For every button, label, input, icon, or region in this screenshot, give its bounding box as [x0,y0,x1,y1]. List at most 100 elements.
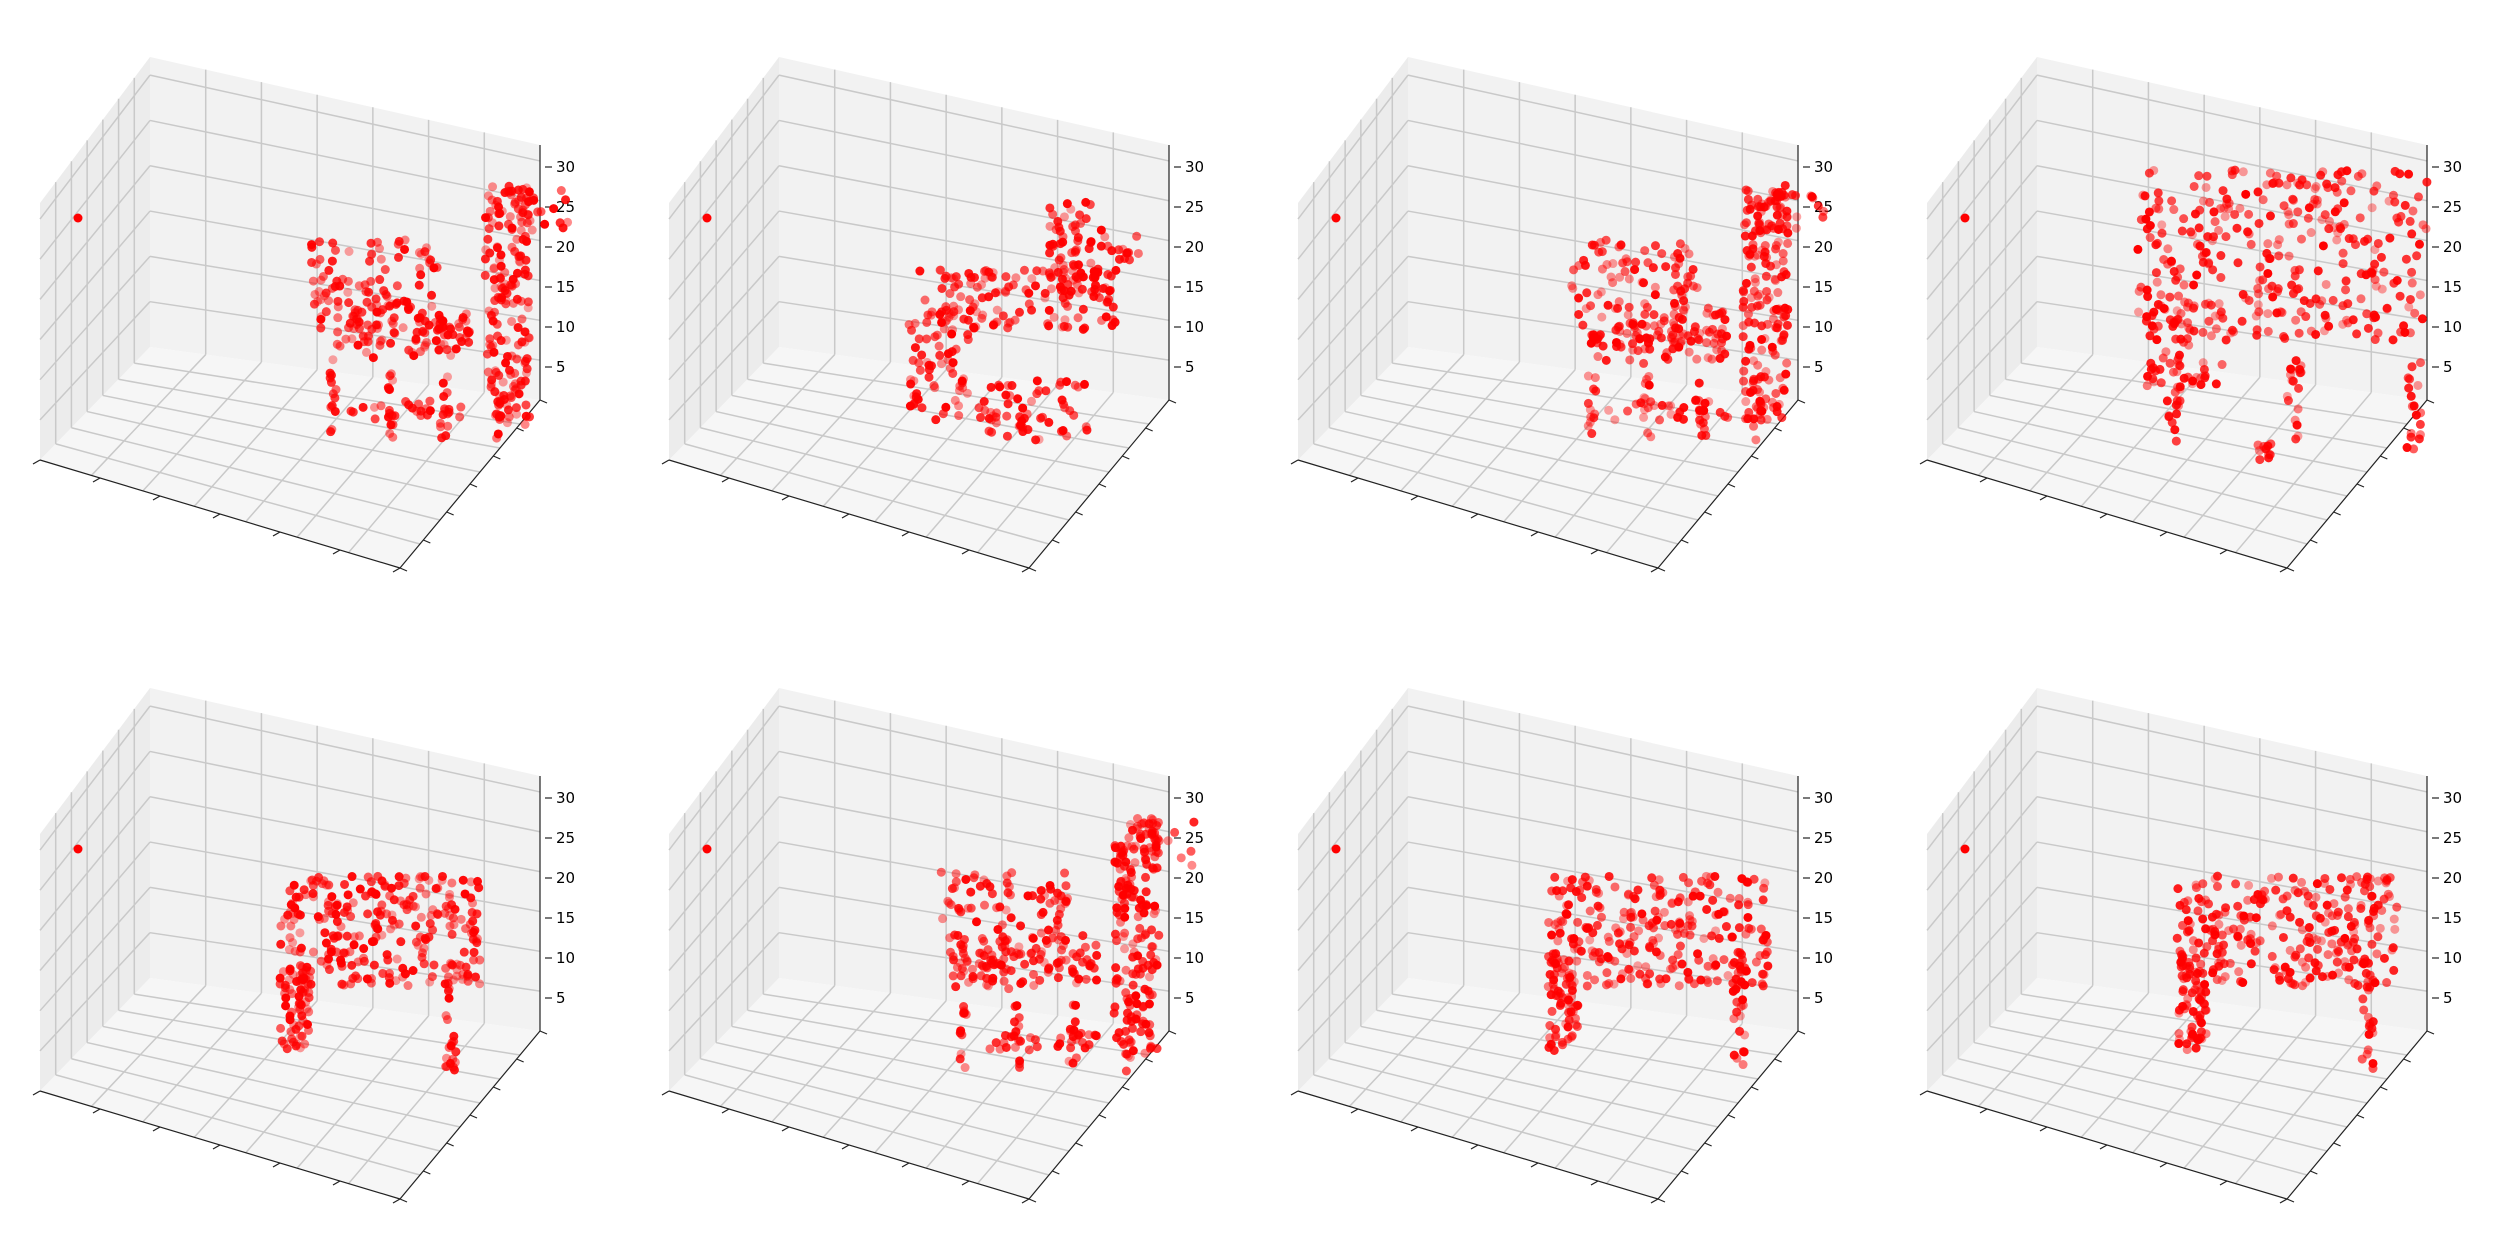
data-point [1646,432,1656,442]
data-point [2168,367,2178,377]
z-tick-label: 10 [2443,949,2462,967]
data-point [1062,377,1072,387]
data-point [339,980,349,990]
data-point [2282,906,2292,916]
data-point [2232,223,2242,233]
data-point [1630,265,1640,275]
data-point [1103,241,1113,251]
data-point [1045,203,1055,213]
data-point [488,182,498,192]
data-point [2317,972,2327,982]
data-point [929,381,939,391]
z-tick-label: 30 [556,158,575,176]
x-tick [1410,495,1419,501]
data-point [527,225,537,235]
data-point [963,315,973,325]
data-point [1030,281,1040,291]
data-point [1562,909,1572,919]
z-tick-label: 15 [1814,909,1833,927]
data-point [1700,398,1710,408]
data-point [1567,875,1577,885]
data-point [1551,1024,1561,1034]
data-point [1781,369,1791,379]
data-point [2188,1006,2198,1016]
grid-line [193,369,318,507]
data-point [1003,380,1013,390]
data-point [1669,309,1679,319]
data-point [1002,431,1012,441]
data-point [2287,376,2297,386]
data-point [331,909,341,919]
data-point [555,218,565,228]
data-point [1137,819,1147,829]
data-point [370,889,380,899]
data-point [1114,254,1124,264]
y-tick [1774,427,1782,432]
data-point [2198,358,2208,368]
data-point [325,368,335,378]
data-point [2418,220,2428,230]
data-point [320,928,330,938]
data-point [2293,431,2303,441]
data-point [324,265,334,275]
data-point [432,262,442,272]
grid-line [1392,993,1779,1056]
y-tick [399,1198,408,1203]
data-point [310,289,320,299]
z-tick-label: 5 [556,358,566,376]
data-point [354,281,364,291]
data-point [1028,969,1038,979]
data-point [2321,279,2331,289]
data-point [1086,258,1096,268]
data-point [1633,346,1643,356]
data-point [1703,961,1713,971]
x-tick [841,1144,850,1150]
data-point [314,237,324,247]
data-point [2153,188,2163,198]
x-tick [212,513,221,519]
data-point [2263,309,2273,319]
grid-line [1926,210,2038,341]
data-point [2185,325,2195,335]
grid-line [1926,705,2038,851]
data-point [1792,212,1802,222]
data-point [454,322,464,332]
data-point [2403,373,2413,383]
data-point [361,891,371,901]
data-point [464,337,474,347]
data-point [1116,876,1126,886]
data-point [2159,255,2169,265]
data-point [432,909,442,919]
y-tick [1751,1086,1759,1091]
data-point [287,1034,297,1044]
data-point [1002,878,1012,888]
data-point [513,323,523,333]
data-point [1032,389,1042,399]
data-point [1734,900,1744,910]
data-point [1668,955,1678,965]
grid-line [2021,362,2408,425]
data-point [2156,378,2166,388]
data-point [2379,267,2389,277]
data-point [1036,910,1046,920]
data-point [1700,412,1710,422]
x-tick [1290,459,1299,465]
x-tick [92,1108,101,1114]
data-point [1643,403,1653,413]
data-point [1005,890,1015,900]
data-point [344,247,354,257]
data-point [446,959,456,969]
y-tick [2380,455,2388,460]
data-point [2206,300,2216,310]
data-point [1015,1062,1025,1072]
x-tick [1979,1108,1988,1114]
data-point [1014,1021,1024,1031]
data-point [2244,295,2254,305]
data-point [1778,332,1788,342]
data-point [1753,291,1763,301]
data-point [1604,936,1614,946]
data-point [2206,331,2216,341]
data-point [1556,998,1566,1008]
data-point [2201,182,2211,192]
data-point [1614,297,1624,307]
